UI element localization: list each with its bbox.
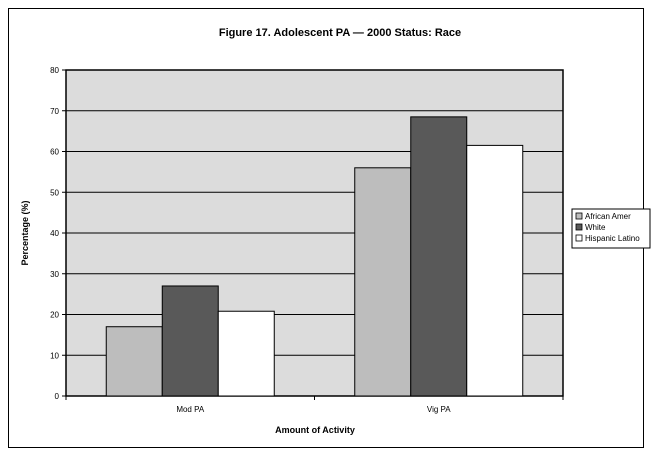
y-tick-label: 80: [50, 66, 59, 75]
legend-swatch: [575, 212, 583, 220]
y-axis-ticks: 0 10 20 30 40 50 60 70 80: [50, 66, 66, 401]
y-tick-label: 70: [50, 107, 59, 116]
bar-african-amer-mod-pa: [105, 326, 163, 397]
legend-box: [571, 208, 651, 249]
bar-hispanic-latino-mod-pa: [217, 310, 275, 397]
legend-swatch: [575, 234, 583, 242]
x-axis-title: Amount of Activity: [275, 425, 355, 435]
legend-swatch: [575, 223, 583, 231]
y-tick-label: 40: [50, 229, 59, 238]
y-tick-label: 60: [50, 148, 59, 157]
y-tick-label: 30: [50, 270, 59, 279]
bars: [105, 116, 524, 397]
bar-white-mod-pa: [161, 285, 219, 397]
legend: African Amer White Hispanic Latino: [571, 208, 651, 249]
legend-label: White: [585, 223, 606, 232]
y-axis-title: Percentage (%): [20, 200, 30, 265]
x-tick-label: Mod PA: [176, 405, 205, 414]
bar-african-amer-vig-pa: [354, 167, 412, 397]
x-tick-label: Vig PA: [427, 405, 451, 414]
y-tick-label: 10: [50, 351, 59, 360]
y-tick-label: 50: [50, 188, 59, 197]
y-tick-label: 0: [55, 392, 60, 401]
legend-label: African Amer: [585, 212, 631, 221]
chart-title: Figure 17. Adolescent PA — 2000 Status: …: [219, 27, 461, 39]
y-tick-label: 20: [50, 311, 59, 320]
bar-hispanic-latino-vig-pa: [466, 144, 524, 397]
bar-white-vig-pa: [410, 116, 468, 397]
x-axis-ticks: Mod PA Vig PA: [65, 396, 564, 414]
legend-label: Hispanic Latino: [585, 234, 640, 243]
